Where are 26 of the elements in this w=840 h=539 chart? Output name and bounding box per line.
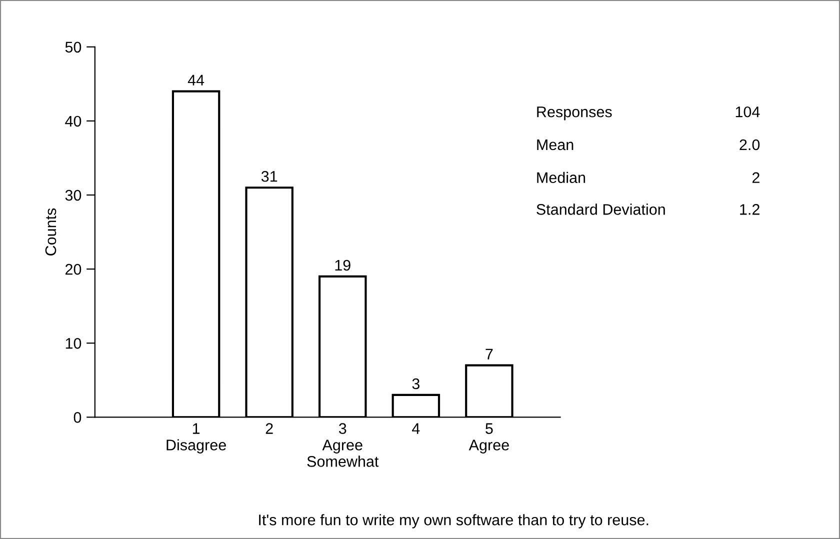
y-tick-label: 20 [66, 264, 82, 275]
text: 1.2 [740, 204, 760, 215]
y-tick-label: 0 [74, 412, 82, 423]
x-tick-label: 1 Disagree [166, 423, 226, 454]
data-label: 19 [335, 260, 350, 271]
text: 2 [752, 172, 760, 183]
annotation: Mean [537, 140, 574, 150]
annotation: Standard Deviation [536, 204, 665, 215]
text: It's more fun to write my own software than to try to reuse. [259, 514, 648, 528]
x-tick-label: 4 [412, 423, 420, 434]
y-tick-label: 10 [66, 338, 82, 349]
y-tick-label: 50 [65, 42, 82, 53]
text: 104 [736, 106, 760, 118]
annotation: Median [537, 172, 586, 184]
data-label: 3 [412, 378, 420, 390]
data-label: 7 [486, 348, 493, 360]
y-tick-label: 40 [65, 116, 82, 127]
x-tick-label: 5 Agree [468, 423, 509, 454]
y-tick-label: 30 [65, 190, 82, 201]
x-tick-label: 2 [266, 423, 273, 434]
text: 2.0 [740, 139, 760, 150]
y-axis-title: Counts [45, 208, 56, 256]
data-label: 31 [261, 170, 278, 182]
x-tick-label: 3 Agree Somewhat [307, 423, 379, 467]
annotation: Responses [537, 106, 612, 120]
data-label: 44 [188, 74, 204, 86]
